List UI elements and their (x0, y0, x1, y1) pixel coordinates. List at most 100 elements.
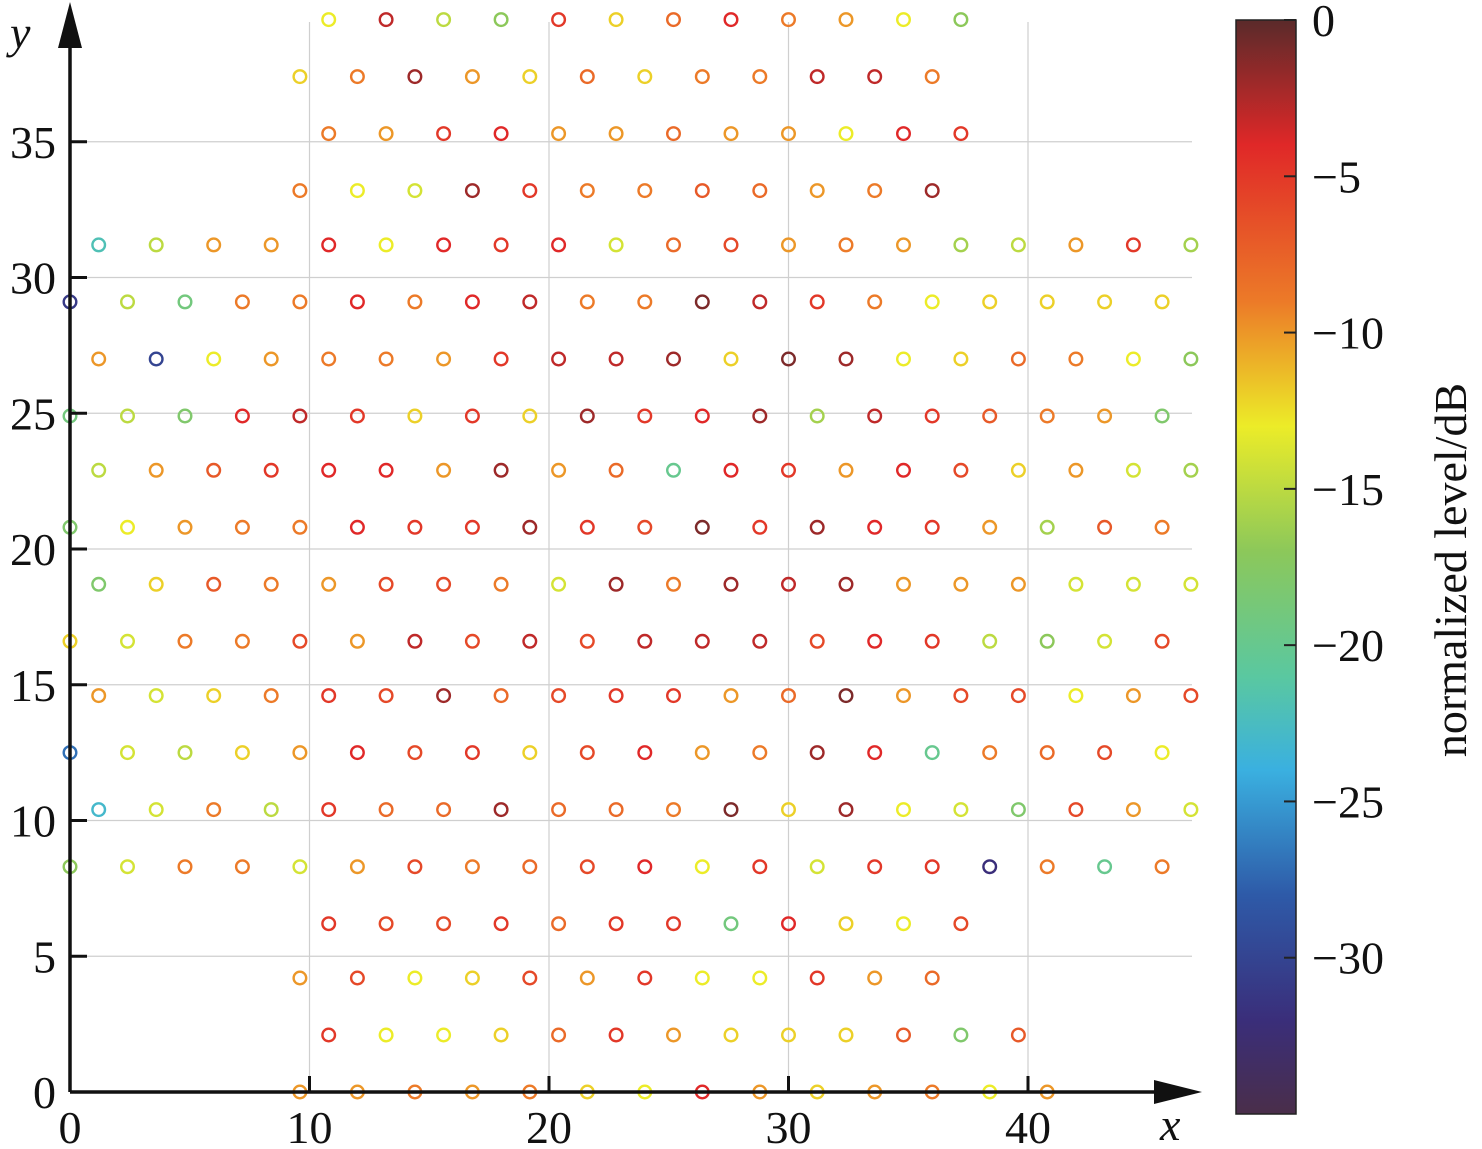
data-point (91, 802, 107, 818)
data-point (781, 802, 797, 818)
data-point (752, 519, 768, 535)
data-point (349, 633, 365, 649)
data-point (1039, 519, 1055, 535)
data-point (1183, 351, 1199, 367)
data-point (838, 351, 854, 367)
data-point (493, 126, 509, 142)
data-point (694, 859, 710, 875)
data-point (177, 633, 193, 649)
data-point (551, 237, 567, 253)
data-point (838, 576, 854, 592)
data-point (608, 12, 624, 28)
data-point (292, 69, 308, 85)
data-point (809, 970, 825, 986)
data-point (91, 462, 107, 478)
data-point (809, 408, 825, 424)
data-point (666, 1027, 682, 1043)
data-point (1125, 351, 1141, 367)
data-point (953, 351, 969, 367)
data-point (493, 802, 509, 818)
data-point (953, 12, 969, 28)
data-point (1183, 237, 1199, 253)
data-point (321, 126, 337, 142)
data-point (608, 1027, 624, 1043)
data-point (1039, 745, 1055, 761)
data-point (781, 576, 797, 592)
data-point (752, 745, 768, 761)
data-point (752, 183, 768, 199)
data-point (1154, 408, 1170, 424)
data-point (464, 633, 480, 649)
data-point (292, 294, 308, 310)
data-point (407, 294, 423, 310)
grid-lines (70, 22, 1192, 1092)
data-point (694, 408, 710, 424)
data-point (867, 294, 883, 310)
data-point (292, 519, 308, 535)
data-point (694, 183, 710, 199)
data-point (378, 351, 394, 367)
data-point (1097, 745, 1113, 761)
data-point (206, 462, 222, 478)
data-point (1039, 408, 1055, 424)
data-point (206, 688, 222, 704)
x-axis-arrow (1154, 1080, 1202, 1104)
data-point (321, 12, 337, 28)
data-point (1125, 688, 1141, 704)
data-point (1097, 859, 1113, 875)
data-point (953, 576, 969, 592)
data-point (234, 294, 250, 310)
data-point (321, 1027, 337, 1043)
data-point (551, 12, 567, 28)
data-point (781, 237, 797, 253)
data-point (493, 1027, 509, 1043)
data-point (493, 576, 509, 592)
data-point (867, 633, 883, 649)
colorbar-tick-label: −20 (1312, 620, 1384, 671)
data-point (177, 408, 193, 424)
colorbar-ticks: 0 −5 −10 −15 −20 −25 −30 (1284, 0, 1384, 984)
data-point (551, 351, 567, 367)
data-point (809, 519, 825, 535)
data-point (234, 859, 250, 875)
data-point (522, 745, 538, 761)
data-point (637, 859, 653, 875)
data-point (838, 1027, 854, 1043)
y-tick-label: 35 (10, 117, 56, 168)
data-point (694, 294, 710, 310)
data-point (637, 519, 653, 535)
data-point (206, 237, 222, 253)
data-point (148, 462, 164, 478)
data-point (522, 69, 538, 85)
data-point (206, 576, 222, 592)
data-points (62, 12, 1199, 1100)
colorbar-gradient (1235, 19, 1297, 1115)
data-point (1010, 237, 1026, 253)
data-point (436, 1027, 452, 1043)
data-point (666, 576, 682, 592)
data-point (637, 294, 653, 310)
data-point (407, 859, 423, 875)
data-point (1183, 688, 1199, 704)
data-point (436, 351, 452, 367)
data-point (781, 126, 797, 142)
data-point (666, 802, 682, 818)
data-point (579, 183, 595, 199)
data-point (349, 69, 365, 85)
y-tick-label: 5 (33, 931, 56, 982)
data-point (896, 237, 912, 253)
data-point (349, 183, 365, 199)
data-point (464, 970, 480, 986)
data-point (982, 294, 998, 310)
data-point (1039, 859, 1055, 875)
y-tick-label: 10 (10, 796, 56, 847)
data-point (579, 69, 595, 85)
data-point (666, 462, 682, 478)
data-point (1154, 859, 1170, 875)
data-point (953, 237, 969, 253)
data-point (781, 462, 797, 478)
data-point (1183, 462, 1199, 478)
data-point (781, 351, 797, 367)
data-point (1068, 237, 1084, 253)
data-point (464, 294, 480, 310)
